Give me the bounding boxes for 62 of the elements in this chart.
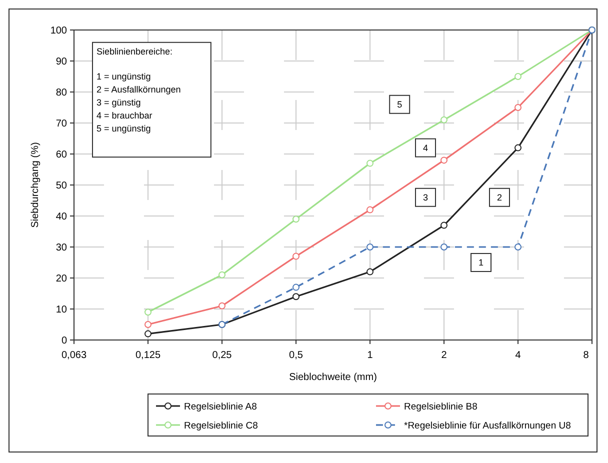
y-tick-label: 10 <box>56 304 68 316</box>
point <box>144 330 152 338</box>
y-tick-label: 90 <box>56 56 68 68</box>
annotation: 2 <box>496 192 502 203</box>
point <box>292 216 300 223</box>
point <box>366 268 374 276</box>
annotation: 1 <box>478 258 484 268</box>
annotation: 5 <box>397 100 402 110</box>
point <box>218 302 226 310</box>
point <box>514 144 522 152</box>
region-label-box: 4 <box>415 138 436 158</box>
x-tick-label: 4 <box>515 350 522 361</box>
point <box>366 244 374 250</box>
point <box>514 104 522 111</box>
y-tick-label: 80 <box>56 88 68 98</box>
point <box>366 160 374 167</box>
legend-label: Regelsieblinie C8 <box>184 420 258 432</box>
annotation: 4 <box>422 142 428 153</box>
y-tick-label: 30 <box>56 242 68 254</box>
x-tick-label: 0,125 <box>135 350 161 361</box>
legend-label: Regelsieblinie B8 <box>404 401 478 412</box>
annotation: 3 <box>422 192 428 203</box>
y-tick-label: 20 <box>56 274 68 284</box>
point <box>440 244 448 250</box>
point <box>292 293 300 300</box>
y-tick-label: 40 <box>56 212 68 222</box>
point <box>514 244 522 250</box>
y-tick-label: 50 <box>56 180 68 192</box>
annotation: 2 = Ausfallkörnungen <box>96 84 181 94</box>
annotation: 3 = günstig <box>96 97 141 108</box>
point <box>366 206 374 214</box>
x-tick-label: 0,063 <box>61 350 87 361</box>
point <box>292 284 300 291</box>
region-label-box: 5 <box>389 94 410 114</box>
point <box>144 308 152 316</box>
point <box>144 321 152 328</box>
legend-label: *Regelsieblinie für Ausfallkörnungen U8 <box>404 420 571 432</box>
point <box>440 156 448 164</box>
x-tick-label: 8 <box>583 350 590 361</box>
region-label-box: 3 <box>415 188 436 207</box>
annotation: 4 = brauchbar <box>96 110 152 120</box>
x-tick-label: 2 <box>441 350 448 361</box>
legend-label: Regelsieblinie A8 <box>184 401 257 412</box>
annotation: 5 = ungünstig <box>96 123 151 134</box>
region-label-box: 2 <box>489 188 510 207</box>
y-tick-label: 100 <box>50 26 68 36</box>
point <box>440 116 448 124</box>
x-axis-title: Sieblochweite (mm) <box>289 372 377 383</box>
y-tick-label: 70 <box>56 118 68 130</box>
y-axis-title: Siebdurchgang (%) <box>30 142 41 228</box>
point <box>440 222 448 229</box>
x-tick-label: 1 <box>367 350 374 361</box>
annotation: Sieblinienbereiche: <box>96 46 173 56</box>
annotation: 1 = ungünstig <box>96 71 151 82</box>
x-tick-label: 0,5 <box>289 350 304 361</box>
point <box>218 271 226 278</box>
y-tick-label: 60 <box>56 150 68 160</box>
region-label-box: 1 <box>470 253 492 272</box>
point <box>292 252 300 260</box>
x-tick-label: 0,25 <box>212 350 232 361</box>
point <box>514 73 522 80</box>
y-tick-label: 0 <box>61 336 68 346</box>
